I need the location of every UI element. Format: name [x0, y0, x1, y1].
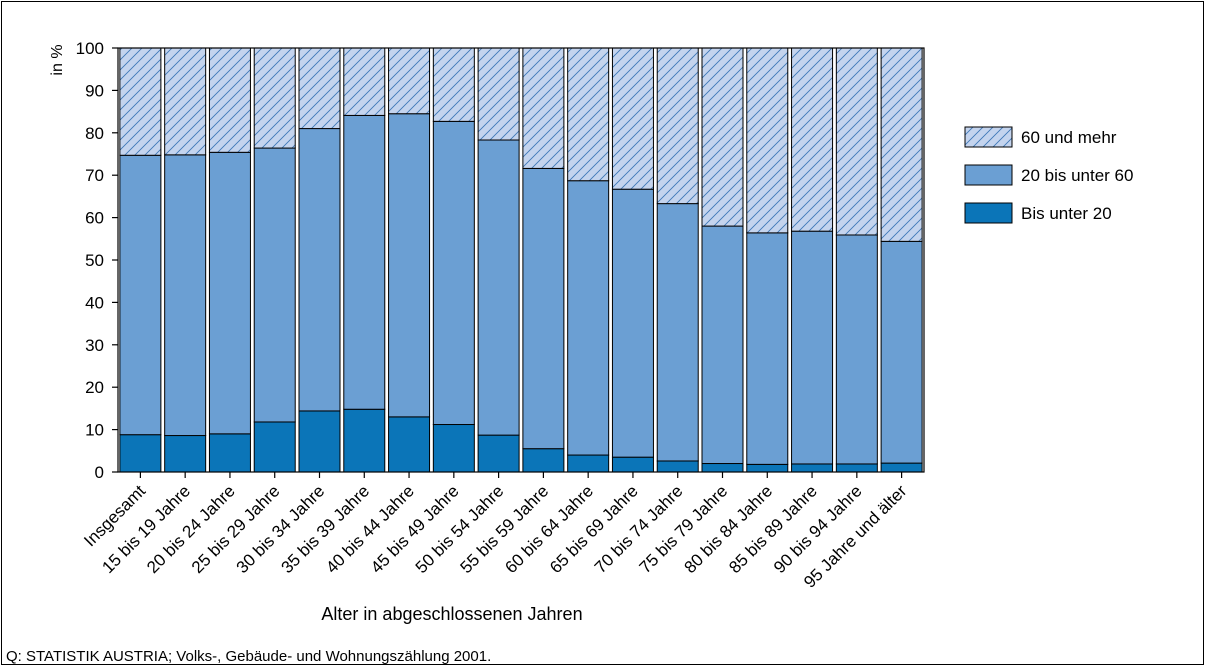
bar-segment-1-5	[298, 410, 341, 473]
bar-segment-2-3	[208, 151, 251, 435]
y-tick-label: 80	[85, 124, 104, 143]
bar-segment-3-16	[791, 47, 834, 232]
legend-label-2: 20 bis unter 60	[1021, 166, 1133, 185]
y-tick-label: 90	[85, 81, 104, 100]
bar-segment-1-18	[880, 462, 923, 473]
bar-segment-3-3	[208, 47, 251, 153]
legend-label-3: Bis unter 20	[1021, 204, 1112, 223]
bar-segment-2-15	[746, 232, 789, 465]
bar-segment-3-15	[746, 47, 789, 234]
bar-segment-2-1	[119, 154, 162, 436]
bar-segment-2-4	[253, 147, 296, 423]
bar-segment-3-12	[611, 47, 654, 190]
bar-segment-2-9	[477, 139, 520, 436]
y-tick-label: 70	[85, 166, 104, 185]
bar-segment-2-10	[522, 167, 565, 450]
y-tick-label: 20	[85, 378, 104, 397]
bar-segment-2-2	[164, 154, 207, 437]
legend-swatch-2	[964, 164, 1013, 186]
legend-label-1: 60 und mehr	[1021, 128, 1117, 147]
bar-segment-1-12	[611, 456, 654, 473]
bar-segment-2-13	[656, 203, 699, 462]
bar-segment-1-14	[701, 463, 744, 473]
bar-segment-3-11	[567, 47, 610, 182]
bar-segment-3-14	[701, 47, 744, 227]
bar-segment-3-6	[343, 47, 386, 116]
legend: 60 und mehr 20 bis unter 60 Bis unter 20	[964, 126, 1133, 224]
bar-segment-1-4	[253, 421, 296, 473]
bar-segment-3-2	[164, 47, 207, 156]
bar-segment-2-5	[298, 128, 341, 412]
bar-segment-1-9	[477, 434, 520, 473]
legend-swatch-3	[964, 202, 1013, 224]
source-note: Q: STATISTIK AUSTRIA; Volks-, Gebäude- u…	[6, 648, 492, 665]
bar-segment-1-2	[164, 435, 207, 473]
y-tick-label: 50	[85, 251, 104, 270]
y-tick-label: 0	[95, 463, 104, 482]
bar-segment-3-18	[880, 47, 923, 242]
legend-swatch-1	[964, 126, 1013, 148]
bar-segment-1-13	[656, 460, 699, 473]
bar-segment-2-16	[791, 230, 834, 465]
y-tick-label: 60	[85, 209, 104, 228]
bar-segment-2-11	[567, 180, 610, 456]
bar-segment-2-7	[388, 113, 431, 418]
bar-segment-2-12	[611, 188, 654, 458]
bar-segment-3-9	[477, 47, 520, 141]
bar-segment-2-6	[343, 114, 386, 410]
bar-segment-1-10	[522, 448, 565, 473]
y-tick-label: 40	[85, 293, 104, 312]
bar-segment-3-13	[656, 47, 699, 205]
bar-segment-2-18	[880, 240, 923, 464]
x-axis-label: Alter in abgeschlossenen Jahren	[321, 604, 582, 624]
y-tick-label: 30	[85, 336, 104, 355]
y-axis-label: in %	[49, 44, 66, 75]
bar-segment-3-7	[388, 47, 431, 115]
bar-segment-1-1	[119, 434, 162, 473]
bar-segment-1-8	[432, 424, 475, 473]
bar-segment-3-4	[253, 47, 296, 149]
bar-segment-1-11	[567, 454, 610, 473]
bar-segment-1-7	[388, 416, 431, 473]
bar-segment-3-17	[835, 47, 878, 236]
bar-segment-1-17	[835, 463, 878, 473]
bar-segment-2-17	[835, 234, 878, 465]
y-tick-label: 10	[85, 421, 104, 440]
bar-segment-3-1	[119, 47, 162, 156]
bar-segment-2-14	[701, 225, 744, 465]
y-tick-label: 100	[76, 39, 104, 58]
bar-segment-1-3	[208, 433, 251, 473]
bar-segment-3-8	[432, 47, 475, 122]
bar-segment-2-8	[432, 120, 475, 426]
bar-segment-1-6	[343, 408, 386, 473]
bar-segment-1-16	[791, 463, 834, 473]
bar-segment-1-15	[746, 463, 789, 473]
bar-segment-3-10	[522, 47, 565, 169]
bar-segment-3-5	[298, 47, 341, 130]
